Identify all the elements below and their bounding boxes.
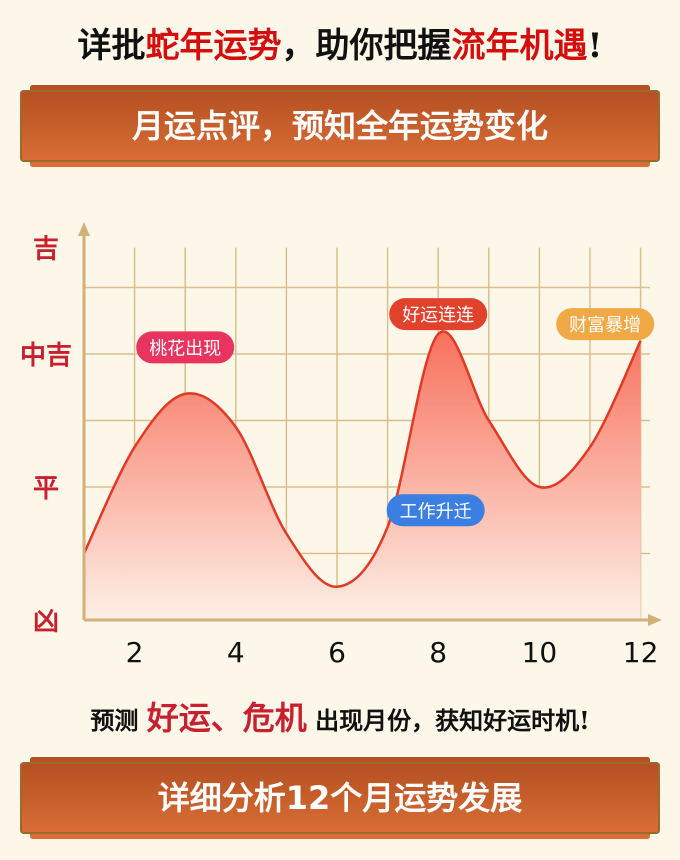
annotation-label: 好运连连 [402, 305, 474, 326]
annotation-badge [389, 298, 488, 331]
headline-highlight: 蛇年运势 [145, 26, 282, 66]
annotation-label: 桃花出现 [149, 338, 221, 359]
subline-part: 预测 [90, 706, 147, 735]
headline-part: ，助你把握 [281, 26, 452, 66]
x-tick-label: 12 [623, 636, 659, 669]
annotation-badge [136, 331, 235, 364]
headline: 详批蛇年运势，助你把握流年机遇! [0, 18, 680, 67]
bottom-banner-button[interactable]: 详细分析12个月运势发展 [20, 757, 660, 839]
subline-part: 出现月份，获知好运时机! [306, 706, 590, 735]
top-banner: 月运点评，预知全年运势变化 [20, 85, 660, 167]
headline-part: ! [587, 26, 603, 66]
x-tick-label: 8 [429, 636, 447, 669]
y-level-label: 凶 [33, 607, 59, 637]
annotation-label: 工作升迁 [400, 501, 472, 522]
y-level-label: 吉 [33, 235, 59, 265]
y-level-label: 平 [33, 474, 59, 504]
headline-part: 详批 [77, 26, 146, 66]
headline-highlight: 流年机遇 [451, 26, 588, 66]
annotation-badge [556, 308, 655, 341]
annotation-label: 财富暴增 [569, 315, 641, 336]
x-tick-label: 2 [126, 636, 144, 669]
x-tick-label: 10 [522, 636, 558, 669]
x-axis-arrow [648, 614, 662, 626]
subline: 预测 好运、危机 出现月份，获知好运时机! [0, 693, 680, 739]
curve-area [84, 331, 641, 620]
curve-line [82, 330, 642, 589]
annotation-badge [386, 494, 485, 527]
y-axis-arrow [78, 222, 90, 236]
y-level-label: 中吉 [20, 341, 72, 371]
x-tick-label: 4 [227, 636, 245, 669]
x-tick-label: 6 [328, 636, 346, 669]
subline-highlight: 好运、危机 [146, 699, 307, 737]
